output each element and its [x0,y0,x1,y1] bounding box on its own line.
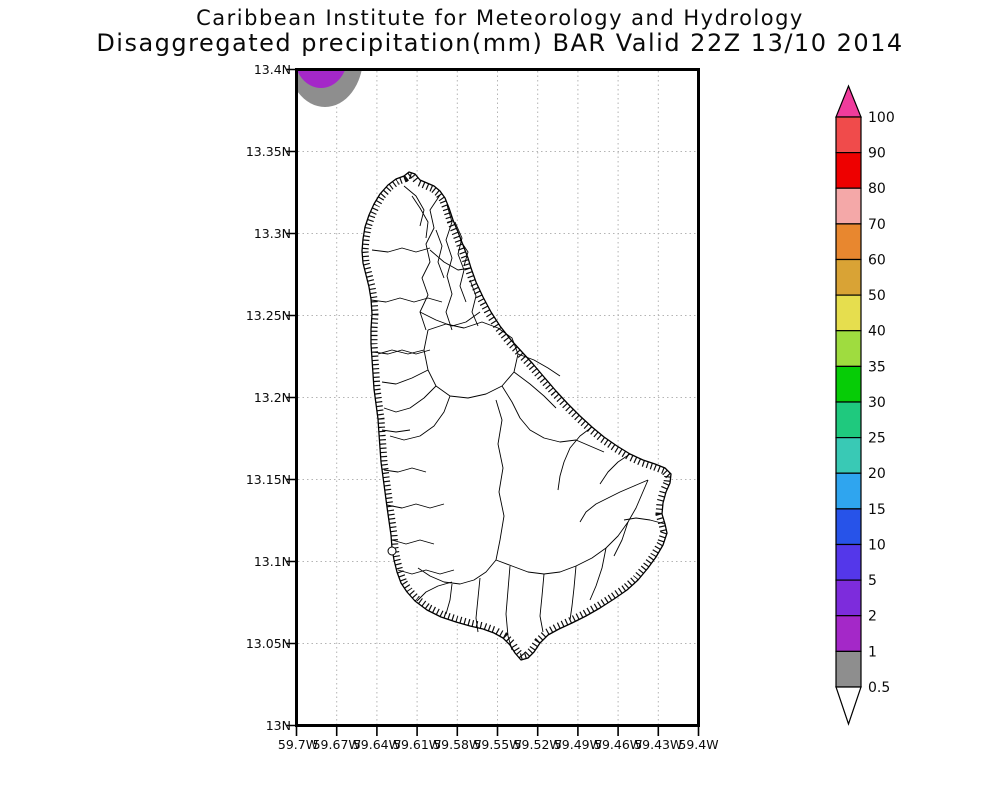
x-tick-label: 59.49W [554,737,602,752]
colorbar-segment [835,223,862,261]
colorbar-segment [835,579,862,617]
x-tick-label: 59.67W [313,737,361,752]
colorbar-label: 2 [868,609,877,625]
y-tick-label: 13.05N [246,636,291,651]
colorbar-label: 20 [868,466,886,482]
x-tick-label: 59.52W [514,737,562,752]
colorbar-segment [835,294,862,332]
y-tick-label: 13N [266,718,291,733]
y-tick-label: 13.1N [254,554,291,569]
colorbar-segment [835,543,862,581]
colorbar: 100 90 80 70 60 50 40 35 30 25 20 15 10 … [835,84,895,726]
colorbar-segment [835,365,862,403]
colorbar-segment [835,330,862,368]
colorbar-segment [835,437,862,474]
colorbar-segment [835,615,862,653]
x-tick-label: 59.55W [473,737,521,752]
colorbar-label: 10 [868,538,886,554]
colorbar-min-label: 0.5 [868,680,890,696]
x-tick-label: 59.58W [433,737,481,752]
precipitation-shading [298,71,362,107]
page-title: Caribbean Institute for Meteorology and … [196,6,804,30]
colorbar-segment [835,116,862,154]
colorbar-top-arrow [835,84,862,118]
colorbar-label: 25 [868,431,886,447]
y-tick-label: 13.25N [246,308,291,323]
colorbar-label: 60 [868,253,886,269]
x-axis-labels: 59.7W 59.67W 59.64W 59.61W 59.58W 59.55W… [278,737,719,752]
page-subtitle: Disaggregated precipitation(mm) BAR Vali… [96,29,904,57]
colorbar-segment [835,650,862,688]
x-tick-label: 59.61W [393,737,441,752]
watershed-boundaries [370,185,666,651]
y-tick-label: 13.15N [246,472,291,487]
x-tick-label: 59.43W [634,737,682,752]
map-frame [295,68,700,727]
colorbar-label: 70 [868,217,886,233]
y-axis-labels: 13.4N 13.35N 13.3N 13.25N 13.2N 13.15N 1… [246,62,291,733]
barbados-island [361,171,672,661]
y-tick-label: 13.2N [254,390,291,405]
colorbar-label: 15 [868,502,886,518]
colorbar-segment [835,152,862,189]
y-tick-label: 13.4N [254,62,291,77]
x-tick-label: 59.7W [278,737,318,752]
colorbar-label: 100 [868,110,895,126]
x-tick-label: 59.64W [353,737,401,752]
y-tick-label: 13.35N [246,144,291,159]
colorbar-label: 80 [868,181,886,197]
colorbar-segment [835,401,862,439]
colorbar-label: 50 [868,288,886,304]
coastal-pond [387,546,397,556]
colorbar-label: 30 [868,395,886,411]
colorbar-segment [835,258,862,296]
x-tick-label: 59.4W [678,737,718,752]
colorbar-label: 5 [868,573,877,589]
x-tick-label: 59.46W [594,737,642,752]
axis-ticks [286,68,700,736]
precip-cell-purple [298,71,345,88]
colorbar-label: 40 [868,324,886,340]
colorbar-segment [835,187,862,225]
y-tick-label: 13.3N [254,226,291,241]
coastline [361,171,672,661]
precip-cell-gray [298,71,362,107]
colorbar-labels: 100 90 80 70 60 50 40 35 30 25 20 15 10 … [868,110,895,696]
colorbar-label: 1 [868,644,877,660]
colorbar-bottom-arrow [835,686,862,726]
colorbar-label: 35 [868,359,886,375]
colorbar-segment [835,472,862,510]
colorbar-segment [835,508,862,546]
colorbar-label: 90 [868,146,886,162]
